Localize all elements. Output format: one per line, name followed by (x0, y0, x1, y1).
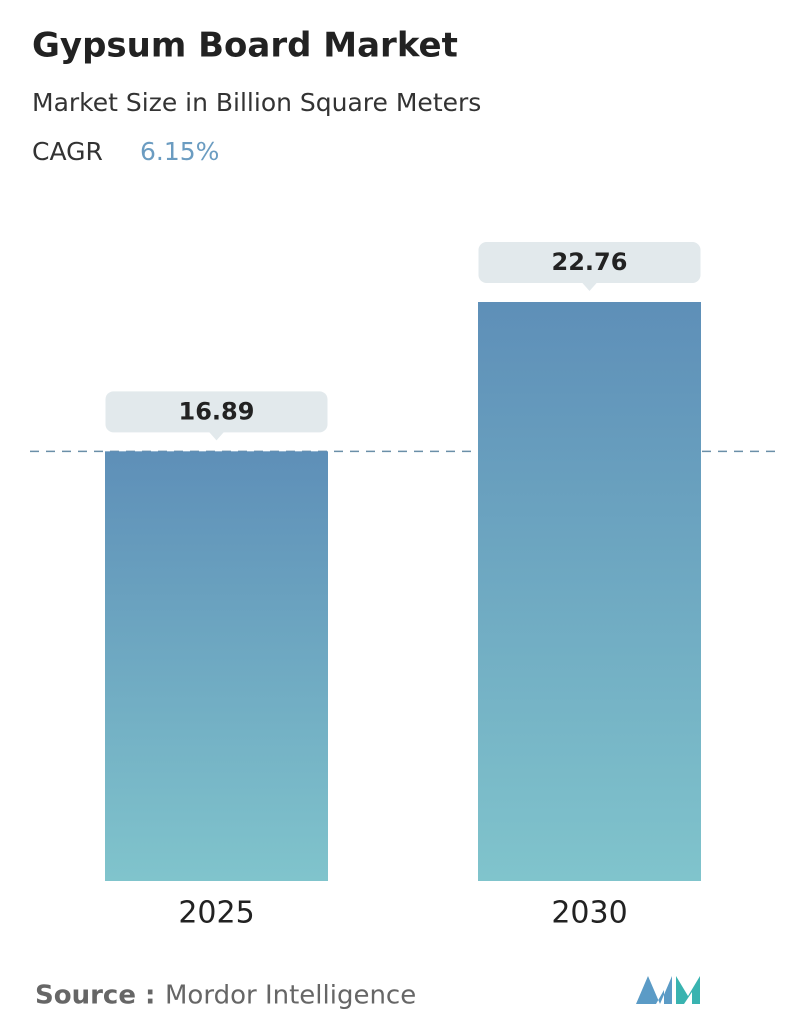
value-label-pointer (208, 431, 225, 441)
value-label: 16.89 (179, 397, 255, 425)
bar (105, 451, 328, 881)
value-label: 22.76 (552, 248, 628, 276)
plot-area: 16.89 2025 22.76 2030 (30, 242, 780, 931)
cagr-label: CAGR (32, 137, 103, 166)
logo-mark (676, 976, 700, 1004)
value-label-box (478, 242, 701, 283)
bar (478, 302, 701, 881)
value-label-pointer (581, 282, 598, 291)
chart-title: Gypsum Board Market (32, 26, 458, 66)
x-tick-label: 2030 (551, 896, 627, 931)
cagr-value: 6.15% (140, 137, 219, 166)
source: Mordor Intelligence (165, 981, 416, 1011)
source-label: Source : (35, 981, 155, 1011)
value-label-box (105, 391, 328, 433)
x-tick-label: 2025 (178, 896, 254, 931)
logo-mark (636, 976, 672, 1004)
chart-subtitle: Market Size in Billion Square Meters (32, 88, 481, 117)
logo (636, 976, 700, 1004)
